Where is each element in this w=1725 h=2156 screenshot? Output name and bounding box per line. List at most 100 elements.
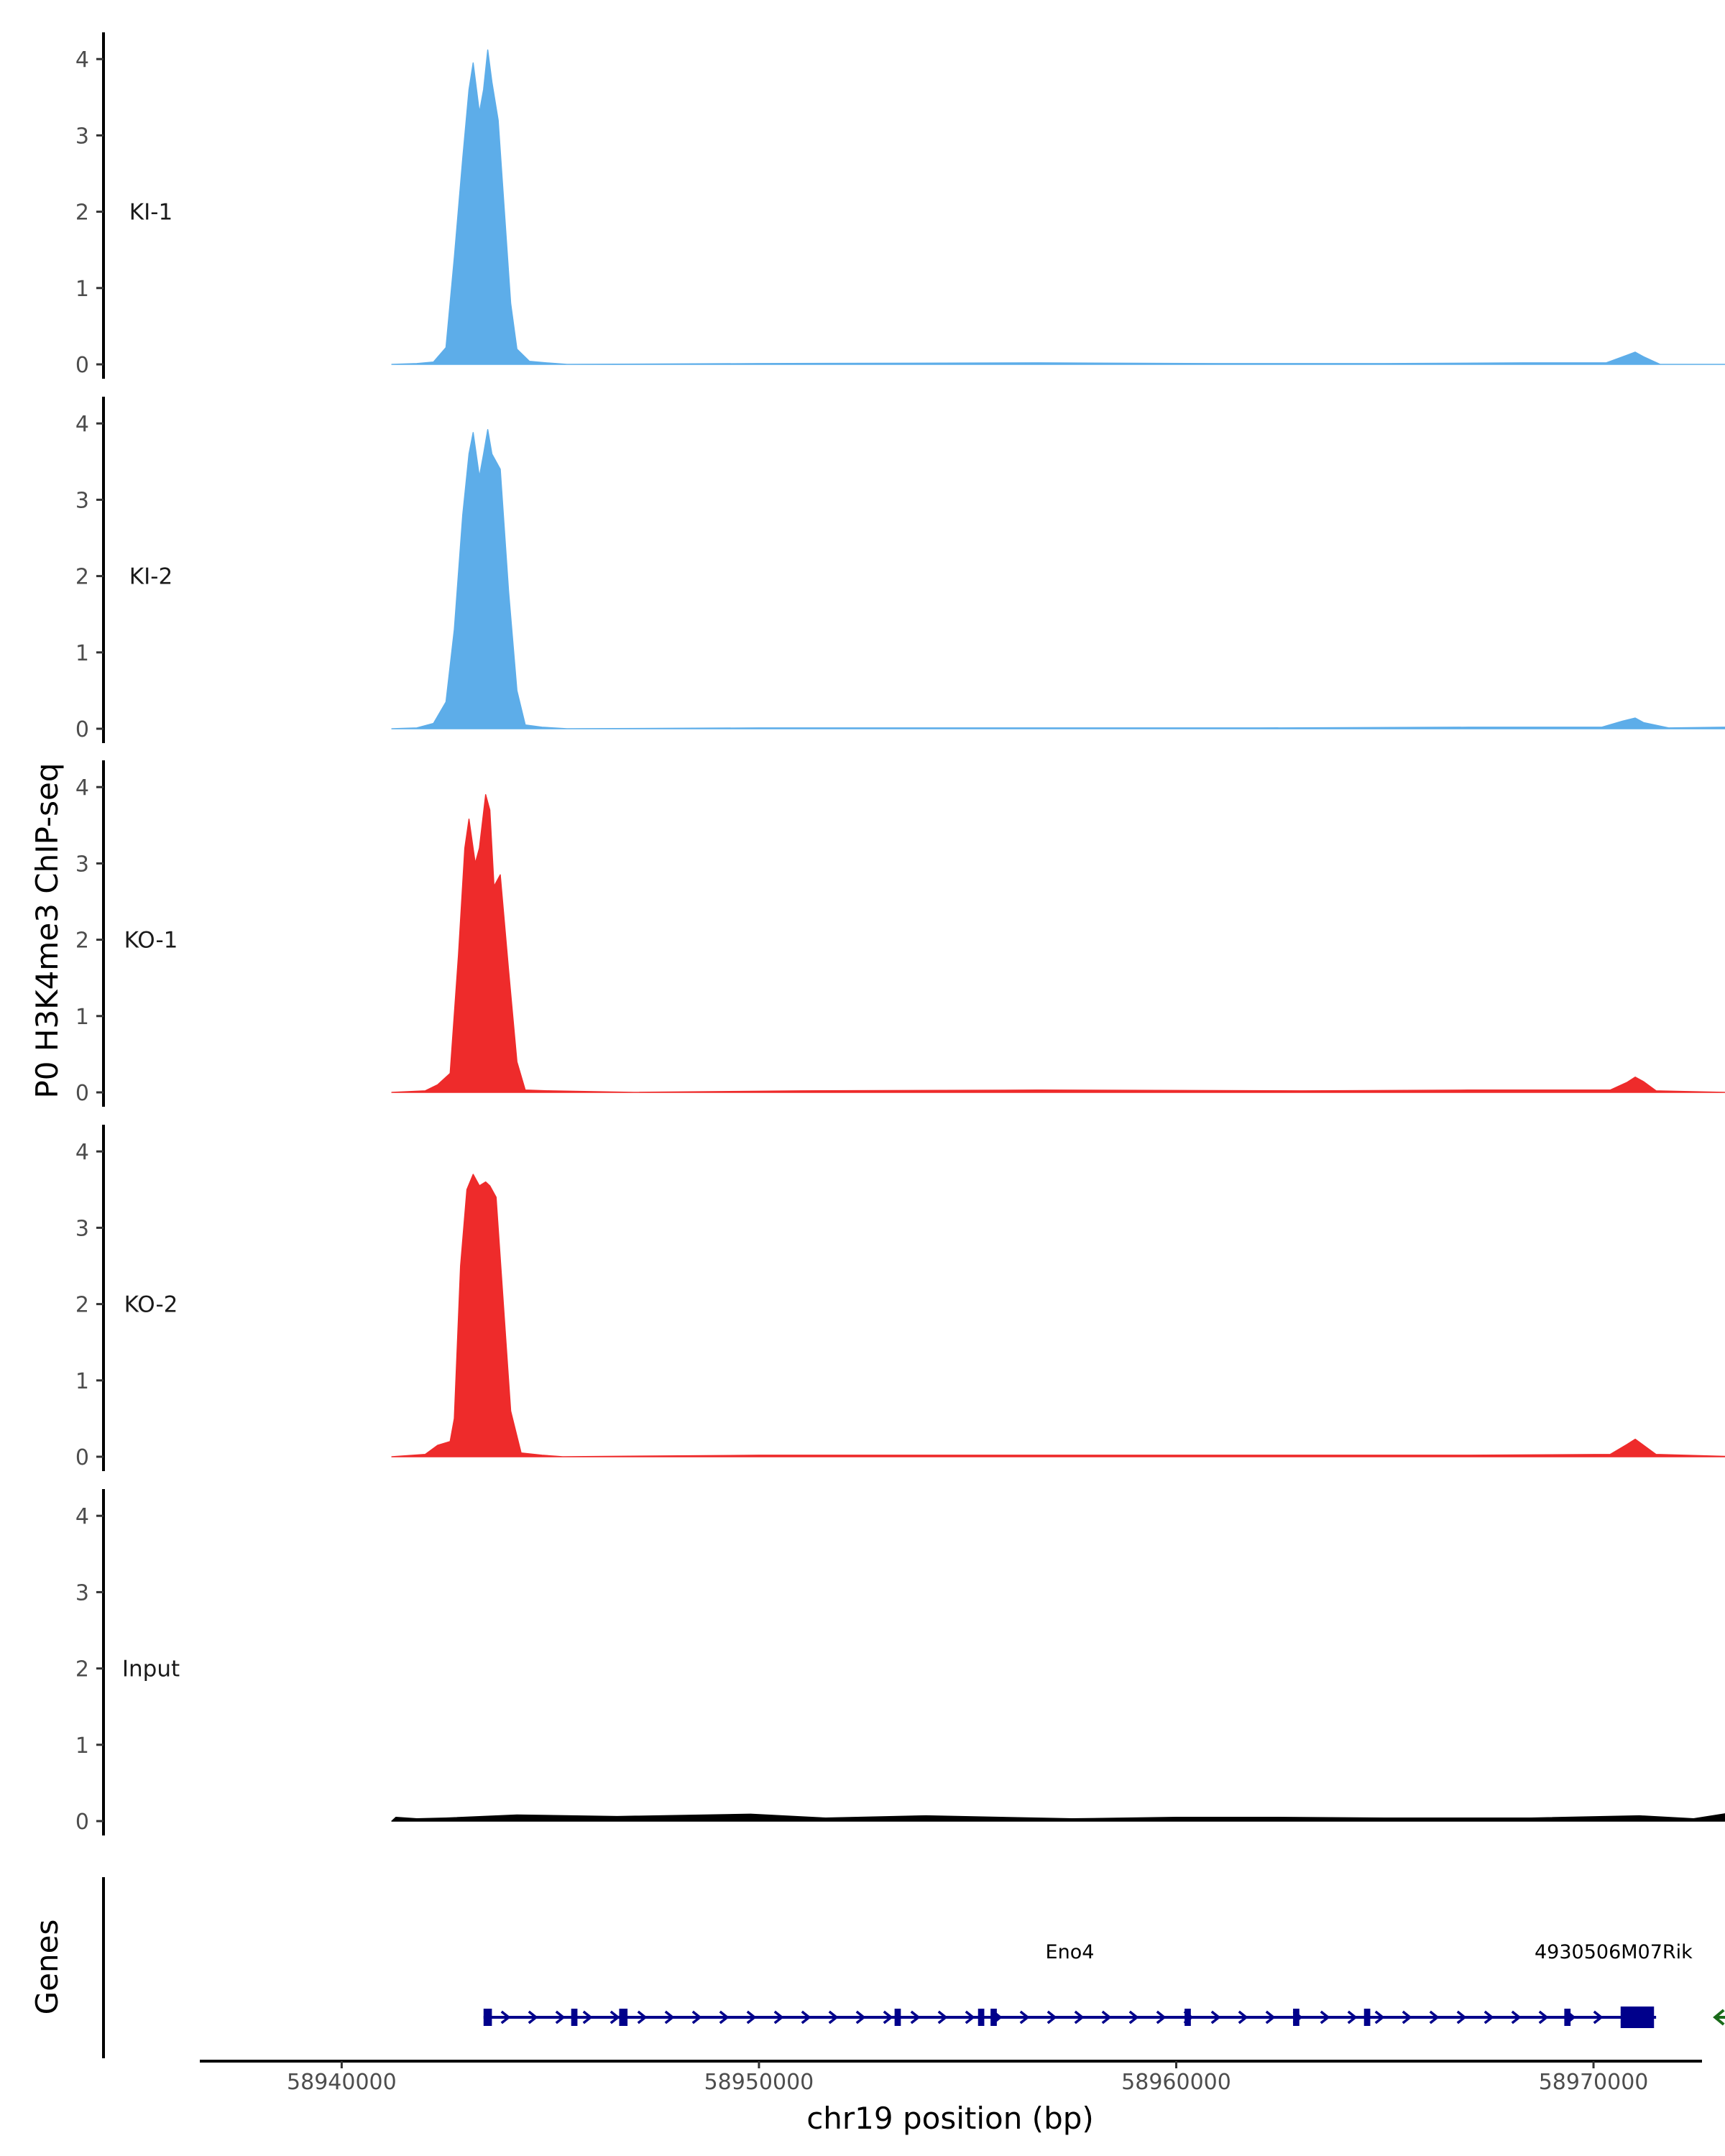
strand-arrow (1265, 2010, 1276, 2024)
gene-exon (978, 2009, 985, 2026)
strand-arrow (1593, 2010, 1604, 2024)
track-label: KO-1 (124, 928, 178, 954)
x-tick-label: 58940000 (287, 2070, 397, 2095)
y-tick-label: 1 (75, 277, 89, 302)
strand-arrow (746, 2010, 757, 2024)
gene-label: Eno4 (1046, 1941, 1095, 1963)
gene-exon (894, 2009, 901, 2026)
coverage-tracks: 0 1 2 3 4 KI-1 0 1 2 3 4 KI-2 0 1 2 3 4 KO-1 0 1 2 3 4 KO-2 0 1 2 3… (75, 32, 1725, 1835)
y-tick-label: 2 (75, 565, 89, 590)
strand-arrow (528, 2010, 538, 2024)
x-tick-label: 58950000 (704, 2070, 814, 2095)
y-tick-label: 2 (75, 1293, 89, 1318)
strand-arrow (1156, 2010, 1167, 2024)
track-ko-1: 0 1 2 3 4 KO-1 (75, 760, 1725, 1107)
y-tick-label: 4 (75, 1140, 89, 1165)
track-ki-1: 0 1 2 3 4 KI-1 (75, 32, 1725, 379)
coverage-area (391, 1813, 1725, 1822)
gene-eno4: Eno4 (483, 1941, 1657, 2028)
strand-arrow (1101, 2010, 1112, 2024)
strand-arrow (1456, 2010, 1467, 2024)
gene-exon (571, 2009, 578, 2026)
x-tick-label: 58960000 (1121, 2070, 1231, 2095)
y-axis-title: P0 H3K4me3 ChIP-seq (29, 763, 65, 1098)
y-tick-label: 2 (75, 929, 89, 954)
y-tick-label: 2 (75, 1657, 89, 1682)
strand-arrow (1538, 2010, 1549, 2024)
x-axis-title: chr19 position (bp) (806, 2101, 1094, 2136)
gene-exon (1293, 2009, 1300, 2026)
strand-arrow (1320, 2010, 1330, 2024)
strand-arrow (1238, 2010, 1248, 2024)
strand-arrow (773, 2010, 784, 2024)
coverage-area (391, 428, 1725, 729)
y-tick-label: 1 (75, 641, 89, 666)
gene-exon (1564, 2009, 1571, 2026)
strand-arrow (1511, 2010, 1522, 2024)
strand-arrow (828, 2010, 839, 2024)
y-tick-label: 1 (75, 1005, 89, 1030)
strand-arrow (555, 2010, 566, 2024)
gene-track-title: Genes (29, 1920, 65, 2015)
gene-track: Genes Eno4 4930506M07Rik (29, 1877, 1725, 2058)
gene-4930506m07rik: 4930506M07Rik (1535, 1941, 1725, 2026)
strand-arrow (1210, 2010, 1221, 2024)
strand-arrow (1484, 2010, 1494, 2024)
strand-arrow (582, 2010, 593, 2024)
strand-arrow (1347, 2010, 1358, 2024)
track-label: KI-1 (129, 200, 172, 226)
y-tick-label: 1 (75, 1733, 89, 1759)
strand-arrow (1046, 2010, 1057, 2024)
y-tick-label: 3 (75, 124, 89, 149)
strand-arrow (719, 2010, 730, 2024)
strand-arrow (500, 2010, 511, 2024)
y-tick-label: 0 (75, 1445, 89, 1470)
track-label: KI-2 (129, 564, 172, 590)
track-label: Input (122, 1657, 180, 1682)
gene-exon (483, 2009, 492, 2026)
strand-arrow (910, 2010, 921, 2024)
track-ko-2: 0 1 2 3 4 KO-2 (75, 1125, 1725, 1471)
coverage-area (391, 49, 1725, 365)
strand-arrow (691, 2010, 702, 2024)
y-tick-label: 0 (75, 717, 89, 742)
y-tick-label: 4 (75, 775, 89, 801)
y-tick-label: 3 (75, 852, 89, 877)
y-tick-label: 3 (75, 1580, 89, 1606)
strand-arrow (855, 2010, 866, 2024)
track-input: 0 1 2 3 4 Input (75, 1489, 1725, 1835)
gene-exon (1184, 2009, 1191, 2026)
strand-arrow (664, 2010, 675, 2024)
y-tick-label: 3 (75, 488, 89, 513)
track-ki-2: 0 1 2 3 4 KI-2 (75, 397, 1725, 743)
x-tick-label: 58970000 (1539, 2070, 1649, 2095)
y-tick-label: 2 (75, 201, 89, 226)
strand-arrow (1374, 2010, 1385, 2024)
coverage-area (391, 1174, 1725, 1457)
strand-arrow (1429, 2010, 1440, 2024)
strand-arrow (1402, 2010, 1412, 2024)
gene-exon (1620, 2007, 1655, 2028)
strand-arrow (883, 2010, 893, 2024)
y-tick-label: 4 (75, 47, 89, 73)
y-tick-label: 0 (75, 353, 89, 378)
strand-arrow (610, 2010, 620, 2024)
y-tick-label: 1 (75, 1369, 89, 1394)
strand-arrow (637, 2010, 648, 2024)
gene-label: 4930506M07Rik (1535, 1941, 1693, 1963)
y-tick-label: 3 (75, 1216, 89, 1241)
track-label: KO-2 (124, 1292, 178, 1318)
strand-arrow (937, 2010, 948, 2024)
strand-arrow (1128, 2010, 1139, 2024)
gene-exon (1363, 2009, 1371, 2026)
coverage-area (391, 794, 1725, 1093)
y-tick-label: 4 (75, 412, 89, 437)
strand-arrow (1713, 2009, 1725, 2026)
y-tick-label: 0 (75, 1810, 89, 1835)
strand-arrow (965, 2010, 975, 2024)
gene-exon (619, 2009, 628, 2026)
y-tick-label: 0 (75, 1081, 89, 1106)
strand-arrow (801, 2010, 811, 2024)
gene-exon (990, 2009, 997, 2026)
